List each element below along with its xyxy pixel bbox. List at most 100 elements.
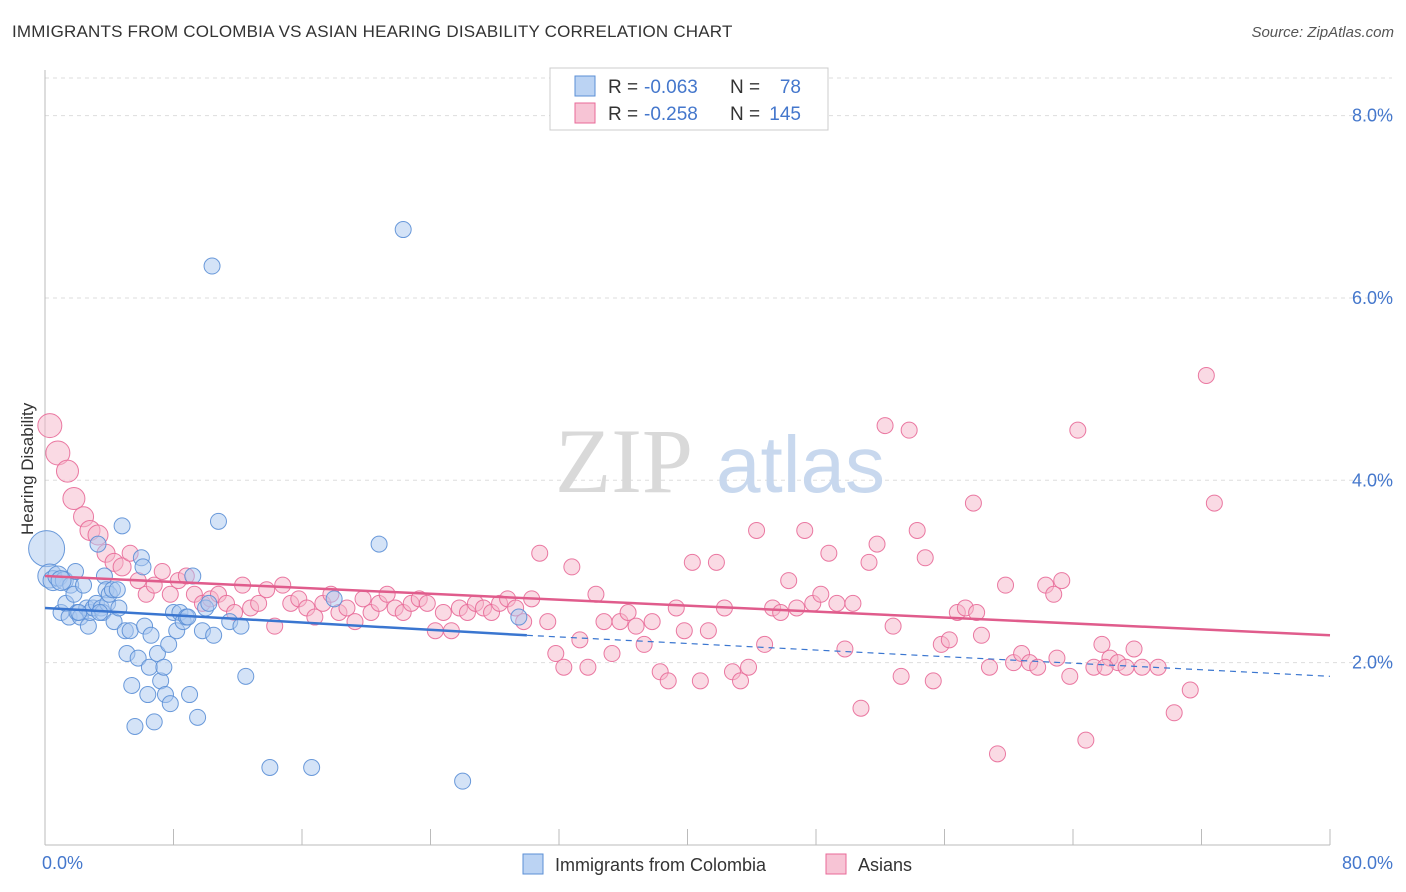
data-point[interactable] <box>274 576 292 594</box>
data-point[interactable] <box>1117 658 1135 676</box>
data-point[interactable] <box>1093 635 1111 653</box>
data-point[interactable] <box>1045 585 1063 603</box>
data-point[interactable] <box>113 517 131 535</box>
data-point[interactable] <box>62 487 86 511</box>
data-point[interactable] <box>531 544 549 562</box>
data-point[interactable] <box>161 695 179 713</box>
data-point[interactable] <box>37 413 63 439</box>
data-point[interactable] <box>876 417 894 435</box>
data-point[interactable] <box>940 631 958 649</box>
data-point[interactable] <box>980 658 998 676</box>
data-point[interactable] <box>303 759 321 776</box>
data-point[interactable] <box>595 613 613 631</box>
data-point[interactable] <box>788 599 806 617</box>
data-point[interactable] <box>772 604 790 621</box>
data-point[interactable] <box>892 667 910 685</box>
data-point[interactable] <box>134 558 152 576</box>
data-point[interactable] <box>587 585 605 603</box>
data-point[interactable] <box>237 667 255 685</box>
data-point[interactable] <box>261 759 279 776</box>
data-point[interactable] <box>820 544 838 562</box>
data-point[interactable] <box>1165 704 1183 722</box>
data-point[interactable] <box>1048 649 1066 667</box>
data-point[interactable] <box>908 521 926 539</box>
data-point[interactable] <box>153 562 171 580</box>
data-point[interactable] <box>844 594 862 612</box>
data-point[interactable] <box>812 585 830 603</box>
data-point[interactable] <box>1077 731 1095 749</box>
data-point[interactable] <box>55 459 79 483</box>
data-point[interactable] <box>205 626 223 644</box>
data-point[interactable] <box>434 604 452 621</box>
data-point[interactable] <box>325 590 343 608</box>
data-point[interactable] <box>209 512 227 530</box>
data-point[interactable] <box>1029 658 1047 676</box>
data-point[interactable] <box>667 599 685 617</box>
data-point[interactable] <box>691 672 709 690</box>
data-point[interactable] <box>868 535 886 553</box>
data-point[interactable] <box>338 599 356 617</box>
data-point[interactable] <box>748 521 766 539</box>
data-point[interactable] <box>547 645 565 663</box>
data-point[interactable] <box>161 585 179 603</box>
data-point[interactable] <box>89 535 107 553</box>
data-point[interactable] <box>732 672 750 690</box>
data-point[interactable] <box>635 635 653 653</box>
data-point[interactable] <box>1053 572 1071 590</box>
data-point[interactable] <box>75 576 93 594</box>
data-point[interactable] <box>121 622 139 640</box>
data-point[interactable] <box>189 708 207 726</box>
data-point[interactable] <box>619 604 637 621</box>
data-point[interactable] <box>1205 494 1223 512</box>
data-point[interactable] <box>378 585 396 603</box>
data-point[interactable] <box>539 613 557 631</box>
data-point[interactable] <box>418 594 436 612</box>
data-point[interactable] <box>964 494 982 512</box>
data-point[interactable] <box>627 617 645 635</box>
data-point[interactable] <box>129 649 147 667</box>
data-point[interactable] <box>200 594 218 612</box>
data-point[interactable] <box>203 257 221 275</box>
data-point[interactable] <box>972 626 990 644</box>
data-point[interactable] <box>123 676 141 694</box>
data-point[interactable] <box>900 421 918 439</box>
data-point[interactable] <box>126 717 144 735</box>
data-point[interactable] <box>675 622 693 640</box>
data-point[interactable] <box>67 562 85 580</box>
data-point[interactable] <box>563 558 581 576</box>
data-point[interactable] <box>828 594 846 612</box>
data-point[interactable] <box>145 713 163 731</box>
data-point[interactable] <box>28 530 66 568</box>
data-point[interactable] <box>394 221 412 239</box>
data-point[interactable] <box>796 521 814 539</box>
data-point[interactable] <box>997 576 1015 594</box>
data-point[interactable] <box>50 570 72 592</box>
data-point[interactable] <box>579 658 597 676</box>
data-point[interactable] <box>571 631 589 649</box>
data-point[interactable] <box>968 604 986 621</box>
data-point[interactable] <box>989 745 1007 763</box>
data-point[interactable] <box>1197 366 1215 384</box>
data-point[interactable] <box>250 594 268 612</box>
data-point[interactable] <box>160 635 178 653</box>
data-point[interactable] <box>1181 681 1199 699</box>
data-point[interactable] <box>555 658 573 676</box>
data-point[interactable] <box>370 535 388 553</box>
data-point[interactable] <box>1096 658 1114 676</box>
data-point[interactable] <box>108 581 126 599</box>
data-point[interactable] <box>860 553 878 571</box>
data-point[interactable] <box>924 672 942 690</box>
data-point[interactable] <box>603 645 621 663</box>
data-point[interactable] <box>112 557 132 577</box>
data-point[interactable] <box>884 617 902 635</box>
data-point[interactable] <box>780 572 798 590</box>
data-point[interactable] <box>1061 667 1079 685</box>
data-point[interactable] <box>643 613 661 631</box>
data-point[interactable] <box>306 608 324 626</box>
data-point[interactable] <box>258 581 276 599</box>
data-point[interactable] <box>181 686 199 704</box>
data-point[interactable] <box>852 699 870 717</box>
data-point[interactable] <box>683 553 701 571</box>
data-point[interactable] <box>346 613 364 631</box>
data-point[interactable] <box>659 672 677 690</box>
